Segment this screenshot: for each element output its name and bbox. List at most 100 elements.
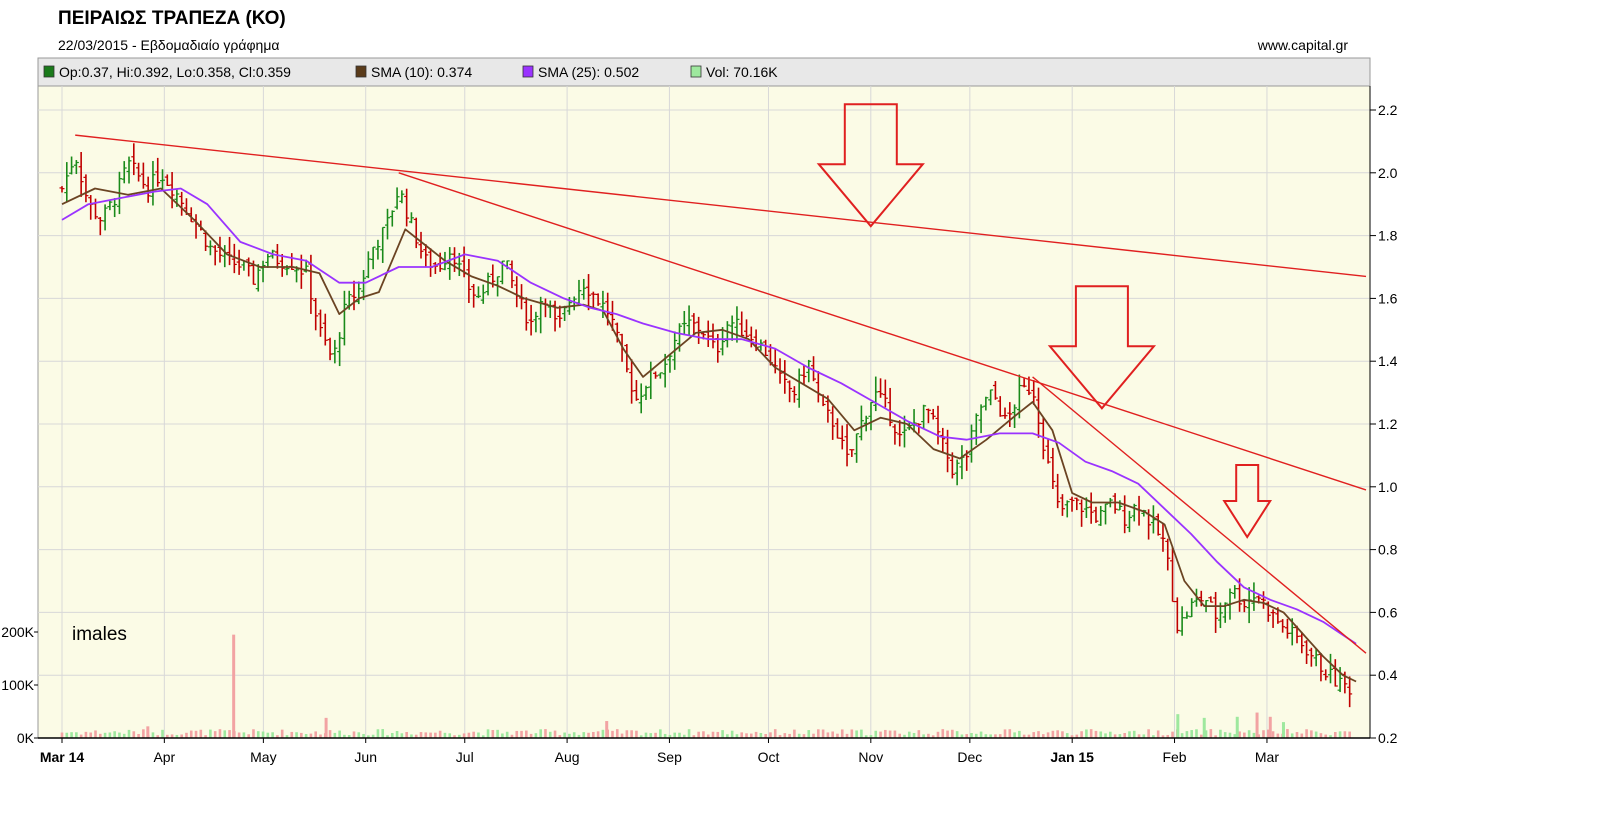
volume-bar (1276, 733, 1280, 738)
legend-label: Op:0.37, Hi:0.392, Lo:0.358, Cl:0.359 (59, 64, 291, 80)
volume-bar (314, 731, 318, 738)
volume-bar (711, 731, 715, 738)
volume-bar (850, 729, 854, 738)
volume-bar (371, 734, 375, 738)
legend-swatch (522, 65, 534, 78)
volume-bar (256, 731, 260, 738)
volume-bar (840, 729, 844, 738)
volume-bar (1070, 735, 1074, 738)
annotation-arrows (816, 103, 1273, 539)
price-axis: 2.2 2.0 1.8 1.6 1.4 1.2 1.0 0.8 0.6 0.4 0.2 (1369, 86, 1398, 746)
vol-tick-label: 200K (1, 624, 34, 640)
y-tick-label: 1.8 (1378, 228, 1398, 244)
x-tick-label: Oct (758, 749, 780, 765)
volume-bar (496, 729, 499, 738)
volume-bar (252, 729, 255, 738)
watermark-text: imales (72, 624, 127, 645)
volume-bar (458, 734, 461, 738)
volume-bar (596, 731, 600, 738)
volume-bar (1314, 731, 1318, 738)
volume-bar (529, 733, 533, 738)
volume-bar (974, 733, 978, 738)
volume-bar (1085, 729, 1088, 738)
volume-bar (429, 732, 432, 738)
x-tick-label: Dec (957, 749, 982, 765)
volume-bar (826, 732, 830, 738)
volume-bar (620, 733, 624, 738)
volume-bar (213, 731, 217, 738)
volume-bar (644, 732, 648, 738)
volume-bar (486, 729, 490, 738)
volume-bar (769, 732, 772, 738)
volume-bar (434, 732, 437, 738)
volume-bar (438, 730, 442, 738)
volume-bar (1123, 733, 1126, 738)
source-link[interactable]: www.capital.gr (1257, 37, 1349, 53)
volume-bar (419, 732, 423, 738)
volume-bar (836, 733, 839, 738)
chart-subtitle: 22/03/2015 - Εβδομαδιαίο γράφημα (58, 37, 280, 53)
down-arrow-icon (1047, 285, 1157, 410)
volume-bar (414, 734, 418, 738)
volume-bar (893, 730, 897, 738)
volume-bar (692, 735, 696, 738)
volume-bar (448, 733, 452, 738)
legend-swatch (355, 65, 367, 78)
volume-bar (1037, 731, 1040, 738)
volume-bar (151, 732, 155, 738)
volume-bar (1109, 731, 1112, 738)
x-tick-label: Nov (858, 749, 883, 765)
volume-bar (343, 734, 346, 738)
volume-bar (687, 729, 691, 738)
volume-bar (410, 734, 413, 738)
volume-bar (180, 734, 183, 738)
volume-bar (1104, 733, 1107, 738)
x-tick-label: Mar (1255, 749, 1279, 765)
volume-bar (855, 730, 858, 738)
volume-bar (510, 734, 514, 738)
vol-tick-label: 0K (17, 730, 35, 746)
volume-bar (156, 735, 160, 738)
volume-bar (553, 730, 557, 738)
volume-bar (242, 732, 246, 738)
volume-bar (1147, 729, 1150, 738)
volume-bar (352, 731, 356, 738)
volume-bar (778, 734, 782, 738)
volume-bar (185, 732, 188, 738)
volume-bar (376, 729, 380, 738)
volume-spike (1281, 722, 1285, 738)
volume-bar (453, 735, 456, 738)
volume-bar (137, 733, 140, 738)
volume-bar (577, 734, 581, 738)
volume-bar (927, 733, 930, 738)
x-tick-label: Aug (555, 749, 580, 765)
legend-bar (37, 57, 1371, 87)
volume-bar (1333, 732, 1337, 738)
volume-bar (730, 730, 734, 738)
volume-bar (1137, 734, 1141, 738)
volume-spike (324, 717, 328, 738)
volume-bar (1214, 735, 1217, 738)
y-tick-label: 0.2 (1378, 730, 1398, 746)
volume-bar (539, 729, 542, 738)
volume-bar (237, 732, 241, 738)
volume-bar (1271, 731, 1275, 738)
volume-bar (1185, 731, 1189, 738)
volume-spike (1255, 712, 1259, 738)
volume-bar (1008, 729, 1012, 738)
volume-spike (1235, 716, 1239, 738)
volume-bar (1257, 734, 1261, 738)
sma25-line (61, 187, 1357, 645)
volume-bar (898, 733, 901, 738)
x-tick-label: Jan 15 (1050, 749, 1094, 765)
volume-bar (1209, 729, 1213, 738)
volume-bar (103, 732, 107, 738)
sma10-line (61, 187, 1357, 683)
volume-bar (515, 730, 519, 738)
price-bars (59, 143, 1353, 708)
volume-bar (1219, 729, 1222, 738)
volume-bar (797, 733, 801, 738)
y-tick-label: 0.4 (1378, 667, 1398, 683)
volume-bar (1027, 734, 1031, 738)
